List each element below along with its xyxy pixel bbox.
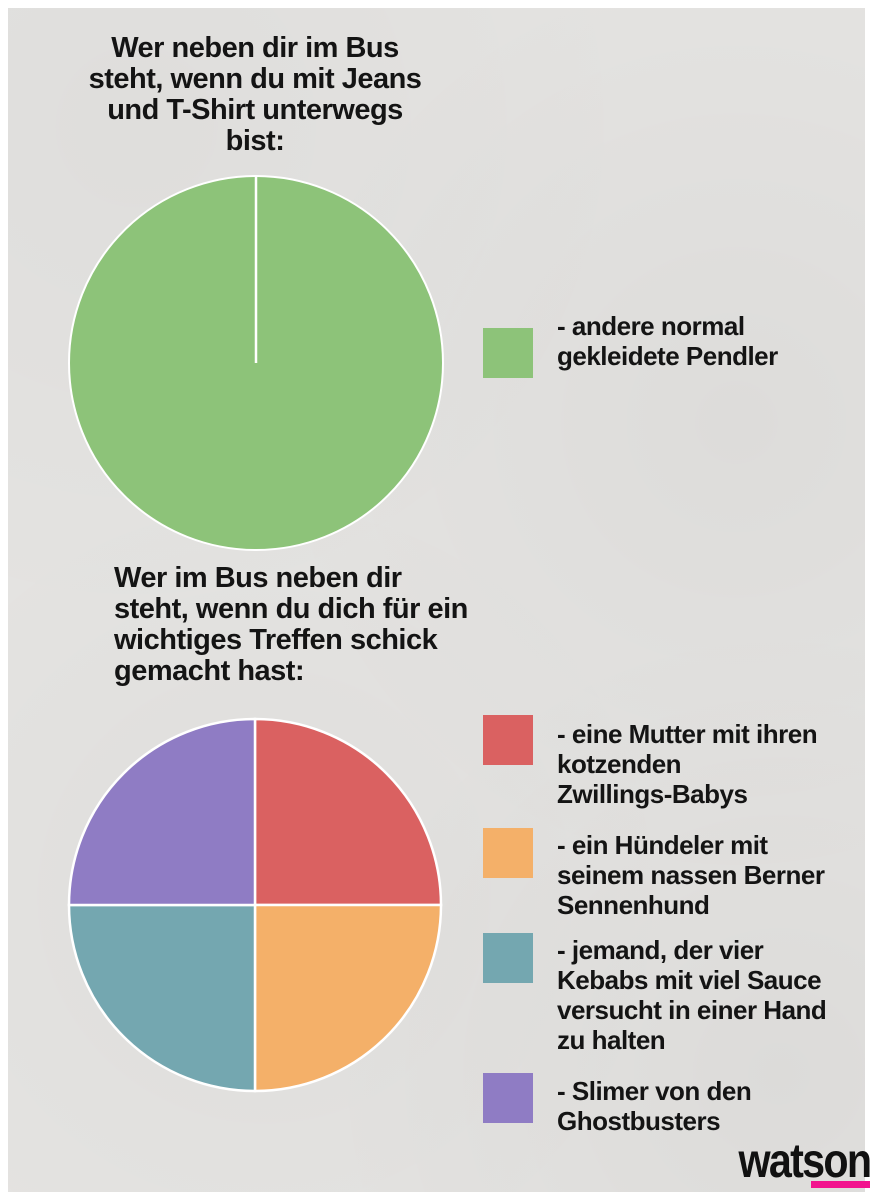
- chart1-pie: [68, 175, 444, 551]
- chart2-legend-label-kebabs: - jemand, der vier Kebabs mit viel Sauce…: [557, 935, 827, 1055]
- chart2-legend-swatch-purple: [483, 1073, 533, 1123]
- chart2-pie: [67, 717, 443, 1093]
- chart2-legend-label-slimer: - Slimer von den Ghostbusters: [557, 1076, 752, 1136]
- chart2-legend-label-mother: - eine Mutter mit ihren kotzenden Zwilli…: [557, 719, 818, 809]
- chart2-legend-swatch-orange: [483, 828, 533, 878]
- chart1-legend-swatch-green: [483, 328, 533, 378]
- watson-logo-underline: [811, 1181, 870, 1188]
- chart2-legend-label-dog-owner: - ein Hündeler mit seinem nassen Berner …: [557, 830, 825, 920]
- watson-logo: watson: [738, 1135, 872, 1188]
- chart2-legend-swatch-red: [483, 715, 533, 765]
- chart1-legend-label: - andere normal gekleidete Pendler: [557, 311, 778, 371]
- chart2-title: Wer im Bus neben dir steht, wenn du dich…: [114, 562, 468, 687]
- chart1-title: Wer neben dir im Bus steht, wenn du mit …: [88, 32, 422, 157]
- chart2-legend-swatch-teal: [483, 933, 533, 983]
